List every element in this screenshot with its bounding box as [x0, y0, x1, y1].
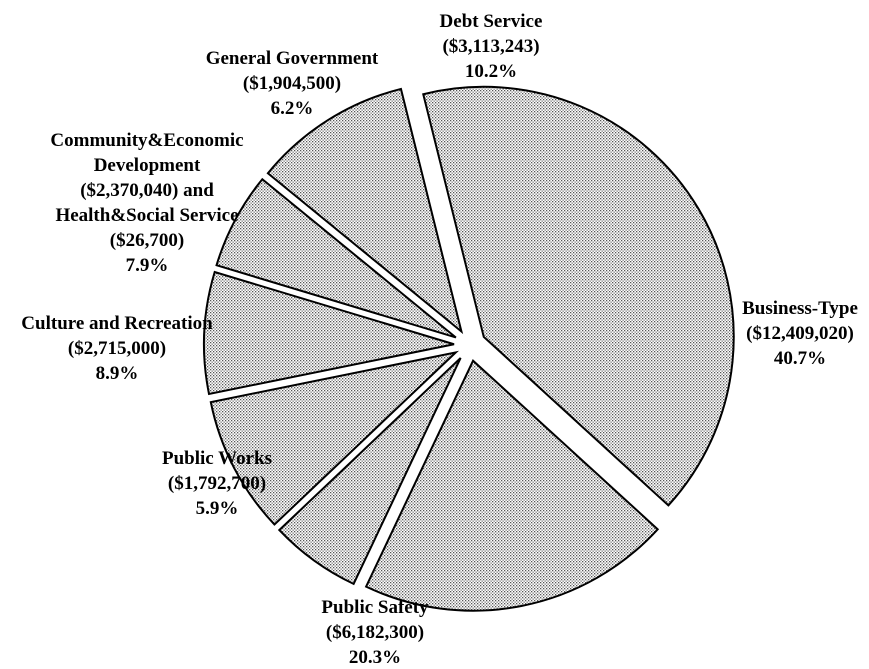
label-line: ($26,700) [110, 230, 184, 251]
label-line: ($3,113,243) [442, 36, 539, 57]
label-general-government: General Government ($1,904,500) 6.2% [206, 48, 379, 119]
label-line: ($2,370,040) and [80, 180, 214, 201]
label-line: ($2,715,000) [68, 338, 166, 359]
label-line: ($12,409,020) [746, 323, 854, 344]
label-line: Development [94, 155, 201, 176]
slice-business-type [422, 85, 735, 507]
label-line: 40.7% [774, 348, 826, 369]
label-line: 8.9% [96, 363, 139, 384]
label-line: General Government [206, 48, 379, 69]
label-line: Debt Service [440, 11, 543, 32]
label-line: Public Safety [321, 597, 429, 618]
label-line: Culture and Recreation [21, 313, 213, 334]
label-culture-and-recreation: Culture and Recreation ($2,715,000) 8.9% [21, 313, 213, 384]
slice-community-economic-development-and-health-social-service [203, 270, 455, 396]
label-line: ($6,182,300) [326, 622, 424, 643]
label-line: Business-Type [742, 298, 858, 319]
slice-debt-service [266, 87, 464, 335]
label-line: ($1,904,500) [243, 73, 341, 94]
label-line: Health&Social Service [55, 205, 238, 226]
label-line: Community&Economic [50, 130, 243, 151]
label-line: 5.9% [196, 498, 239, 519]
label-line: 6.2% [271, 98, 314, 119]
slice-culture-and-recreation [209, 350, 460, 526]
label-line: ($1,792,700) [168, 473, 266, 494]
label-public-works: Public Works ($1,792,700) 5.9% [162, 448, 272, 519]
label-line: 10.2% [465, 61, 517, 82]
label-line: Public Works [162, 448, 272, 469]
label-debt-service: Debt Service ($3,113,243) 10.2% [440, 11, 543, 82]
slice-public-safety [364, 359, 660, 612]
label-public-safety: Public Safety ($6,182,300) 20.3% [321, 597, 429, 668]
label-line: 7.9% [126, 255, 169, 276]
label-community-economic-development-and-health-social-service: Community&Economic Development ($2,370,040… [50, 130, 243, 276]
slice-public-works [277, 357, 462, 586]
slice-general-government [215, 177, 457, 339]
label-line: 20.3% [349, 647, 401, 668]
label-business-type: Business-Type ($12,409,020) 40.7% [742, 298, 858, 369]
